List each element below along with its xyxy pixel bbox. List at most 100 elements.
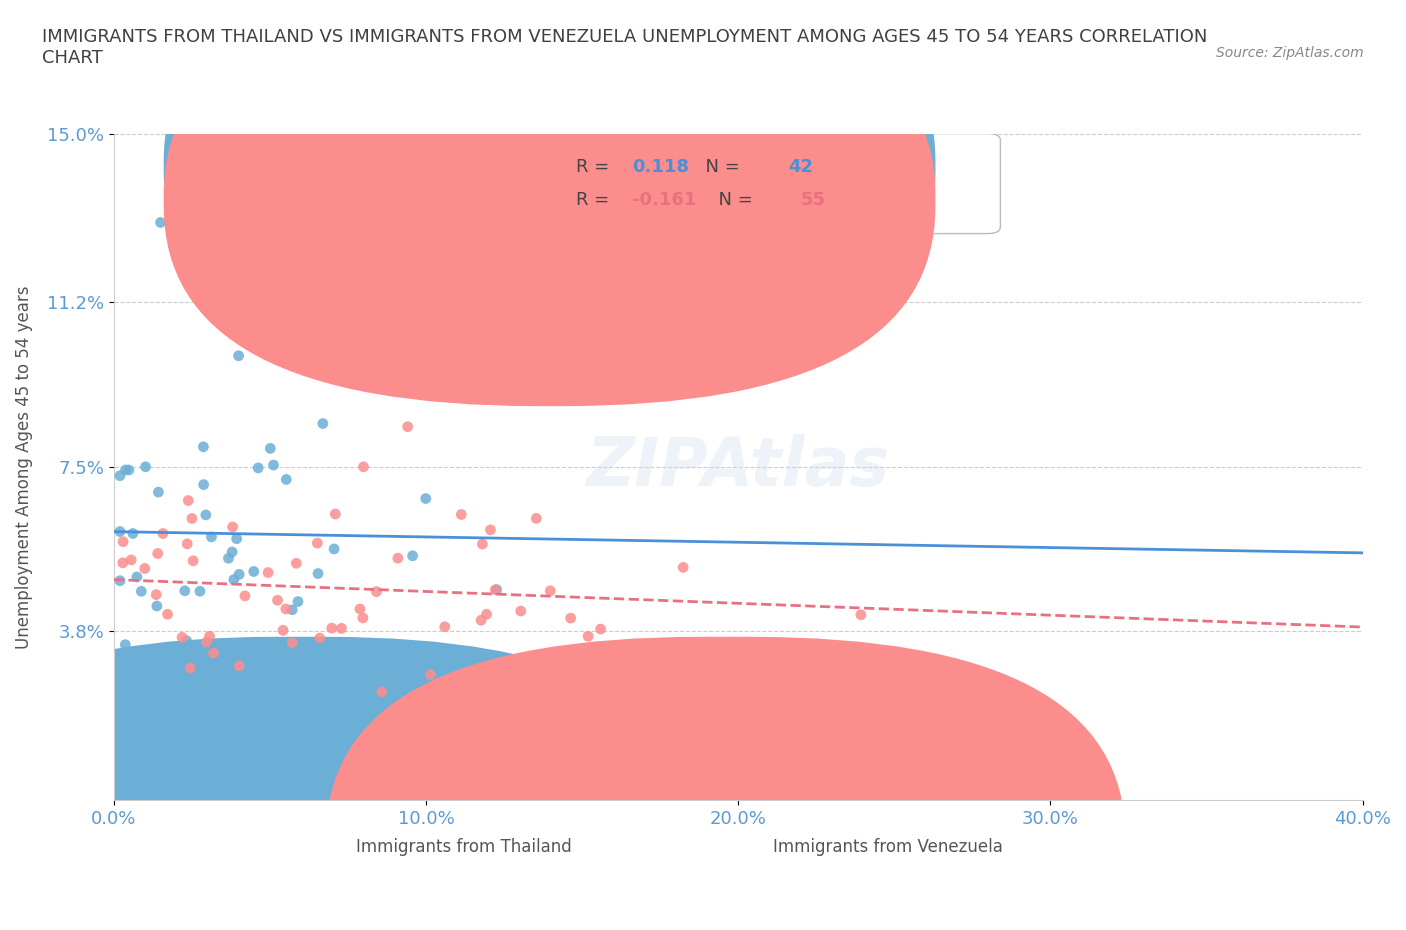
Point [415, 491, 437, 506]
Text: 0.118: 0.118 [633, 158, 689, 176]
Point [146, 546, 169, 561]
Text: R =: R = [576, 192, 614, 209]
Point [195, 634, 218, 649]
Point [353, 459, 375, 474]
Text: ZIPAtlas: ZIPAtlas [586, 433, 890, 499]
Point [259, 441, 281, 456]
Point [114, 637, 136, 652]
Point [242, 565, 264, 579]
Point [470, 613, 492, 628]
Point [156, 607, 179, 622]
Point [281, 635, 304, 650]
Point [323, 507, 346, 522]
Point [247, 460, 270, 475]
Point [266, 592, 288, 607]
Point [475, 606, 498, 621]
Point [307, 536, 329, 551]
Point [285, 556, 308, 571]
Point [202, 645, 225, 660]
Point [176, 633, 198, 648]
Text: 42: 42 [789, 158, 813, 176]
Point [589, 621, 612, 636]
Point [323, 541, 346, 556]
Point [312, 416, 335, 431]
Point [560, 611, 582, 626]
Point [228, 349, 250, 364]
Point [177, 493, 200, 508]
Point [122, 526, 145, 541]
Point [148, 485, 170, 499]
FancyBboxPatch shape [513, 134, 1001, 233]
Point [188, 584, 211, 599]
Point [321, 620, 343, 635]
Point [218, 551, 240, 565]
Text: 55: 55 [800, 192, 825, 209]
Point [198, 629, 221, 644]
Text: Immigrants from Thailand: Immigrants from Thailand [356, 838, 571, 856]
Point [471, 537, 494, 551]
Point [485, 582, 508, 597]
Point [233, 635, 256, 650]
Point [524, 511, 547, 525]
Point [108, 469, 131, 484]
Point [145, 587, 167, 602]
Point [401, 549, 423, 564]
Point [509, 604, 531, 618]
Point [225, 531, 247, 546]
Point [657, 644, 679, 659]
Point [221, 520, 243, 535]
Point [176, 537, 198, 551]
Point [193, 439, 215, 454]
Point [181, 553, 204, 568]
Point [108, 525, 131, 539]
Point [276, 472, 298, 487]
Point [170, 630, 193, 644]
Point [221, 544, 243, 559]
Point [222, 572, 245, 587]
Point [108, 573, 131, 588]
FancyBboxPatch shape [326, 637, 1125, 930]
Point [228, 567, 250, 582]
Point [135, 459, 157, 474]
Point [287, 594, 309, 609]
Text: -0.161: -0.161 [633, 192, 696, 209]
Text: R =: R = [576, 158, 614, 176]
Point [352, 610, 374, 625]
Point [129, 584, 152, 599]
Point [112, 534, 135, 549]
FancyBboxPatch shape [163, 0, 935, 406]
Point [387, 551, 409, 565]
Point [134, 561, 156, 576]
FancyBboxPatch shape [0, 637, 700, 930]
Point [433, 619, 456, 634]
Point [849, 607, 872, 622]
Point [349, 602, 371, 617]
Point [179, 660, 201, 675]
Point [450, 507, 472, 522]
Point [194, 508, 217, 523]
Point [271, 623, 294, 638]
Point [146, 599, 169, 614]
Point [419, 667, 441, 682]
Point [228, 658, 250, 673]
Point [149, 215, 172, 230]
Text: N =: N = [707, 192, 758, 209]
Text: Source: ZipAtlas.com: Source: ZipAtlas.com [1216, 46, 1364, 60]
Point [484, 582, 506, 597]
Point [479, 523, 502, 538]
Point [120, 552, 142, 567]
Point [538, 583, 561, 598]
Text: IMMIGRANTS FROM THAILAND VS IMMIGRANTS FROM VENEZUELA UNEMPLOYMENT AMONG AGES 45: IMMIGRANTS FROM THAILAND VS IMMIGRANTS F… [42, 28, 1208, 67]
Point [173, 583, 195, 598]
Point [263, 458, 285, 472]
Point [308, 631, 330, 645]
Point [160, 644, 183, 658]
FancyBboxPatch shape [163, 0, 935, 373]
Point [396, 419, 419, 434]
Text: N =: N = [695, 158, 747, 176]
Point [281, 603, 304, 618]
Point [114, 462, 136, 477]
Text: Immigrants from Venezuela: Immigrants from Venezuela [773, 838, 1002, 856]
Point [257, 565, 280, 580]
Point [150, 644, 173, 659]
